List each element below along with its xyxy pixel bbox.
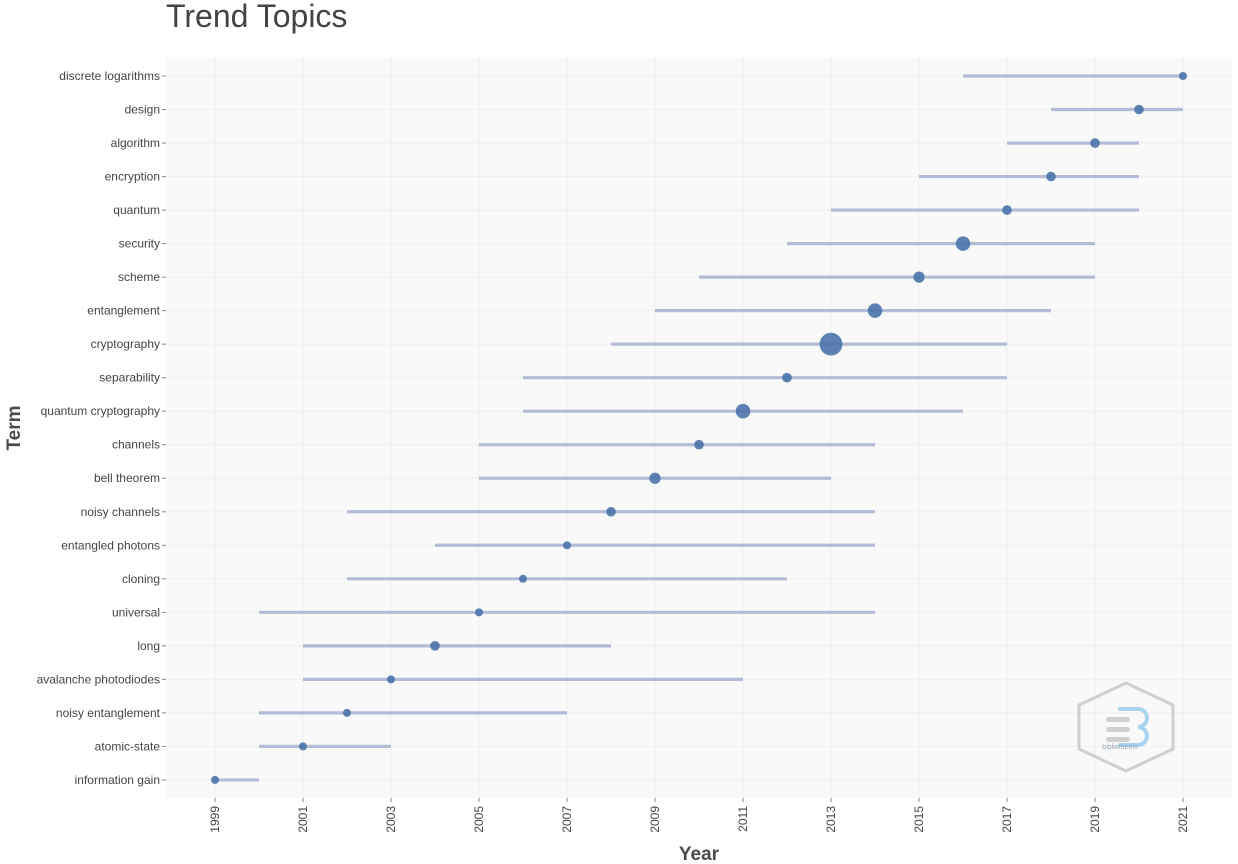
plot-background bbox=[166, 57, 1232, 798]
year-tick-label: 2005 bbox=[472, 806, 486, 833]
y-axis-title: Term bbox=[4, 405, 25, 450]
year-tick-label: 2007 bbox=[560, 806, 574, 833]
term-label: information gain bbox=[75, 773, 160, 787]
term-median-point bbox=[1090, 138, 1100, 148]
term-label: quantum bbox=[113, 203, 160, 217]
term-label: channels bbox=[112, 438, 160, 452]
year-tick-label: 2009 bbox=[648, 806, 662, 833]
year-tick-label: 2013 bbox=[824, 806, 838, 833]
term-median-point bbox=[1046, 171, 1056, 182]
term-median-point bbox=[819, 332, 843, 356]
x-axis-labels: 1999 2001 2003 2005 2007 2009 2011 2013 2015 2017… bbox=[208, 798, 1190, 833]
term-label: noisy channels bbox=[81, 505, 160, 519]
term-median-point bbox=[606, 506, 616, 517]
year-tick-label: 2021 bbox=[1176, 806, 1190, 833]
term-median-points bbox=[211, 72, 1187, 784]
term-median-point bbox=[519, 574, 527, 583]
term-label: long bbox=[137, 639, 160, 653]
term-label: encryption bbox=[105, 170, 160, 184]
term-median-point bbox=[694, 439, 704, 450]
year-tick-label: 2003 bbox=[384, 806, 398, 833]
term-median-point bbox=[387, 675, 395, 684]
term-median-point bbox=[955, 236, 971, 251]
term-label: cryptography bbox=[91, 337, 160, 351]
term-median-point bbox=[649, 472, 661, 484]
year-tick-label: 2015 bbox=[912, 806, 926, 833]
chart-title: Trend Topics bbox=[166, 0, 348, 34]
term-median-point bbox=[867, 303, 883, 318]
term-median-point bbox=[782, 372, 792, 383]
term-median-point bbox=[343, 708, 351, 717]
term-label: cloning bbox=[122, 572, 160, 586]
term-median-point bbox=[735, 403, 751, 419]
term-label: universal bbox=[112, 605, 160, 619]
term-median-point bbox=[299, 742, 307, 751]
year-tick-label: 2019 bbox=[1088, 806, 1102, 833]
year-tick-label: 1999 bbox=[208, 806, 222, 833]
term-median-point bbox=[563, 541, 571, 550]
term-label: quantum cryptography bbox=[41, 404, 160, 418]
term-median-point bbox=[430, 641, 440, 651]
term-label: scheme bbox=[118, 270, 160, 284]
term-median-point bbox=[475, 608, 483, 617]
term-median-point bbox=[211, 775, 219, 784]
x-axis-title: Year bbox=[679, 844, 720, 864]
term-label: noisy entanglement bbox=[56, 706, 161, 720]
term-median-point bbox=[1179, 72, 1187, 80]
year-tick-label: 2001 bbox=[296, 806, 310, 833]
bibliometrix-logo-icon: bibliometrix bbox=[1077, 681, 1175, 773]
term-label: avalanche photodiodes bbox=[37, 672, 160, 686]
term-median-point bbox=[1134, 104, 1144, 115]
term-label: design bbox=[125, 103, 160, 117]
term-label: entanglement bbox=[87, 304, 160, 318]
term-median-point bbox=[913, 271, 925, 283]
term-label: algorithm bbox=[111, 136, 160, 150]
term-label: security bbox=[119, 237, 160, 251]
term-label: entangled photons bbox=[61, 538, 160, 552]
term-label: atomic-state bbox=[95, 739, 161, 753]
year-tick-label: 2011 bbox=[736, 806, 750, 832]
term-label: bell theorem bbox=[94, 471, 160, 485]
year-tick-label: 2017 bbox=[1000, 806, 1014, 833]
term-label: discrete logarithms bbox=[59, 69, 160, 83]
term-median-point bbox=[1002, 205, 1012, 215]
watermark-text: bibliometrix bbox=[1102, 744, 1138, 751]
y-axis-labels: discrete logarithms design algorithm encryp… bbox=[37, 69, 166, 787]
term-label: separability bbox=[99, 371, 160, 385]
